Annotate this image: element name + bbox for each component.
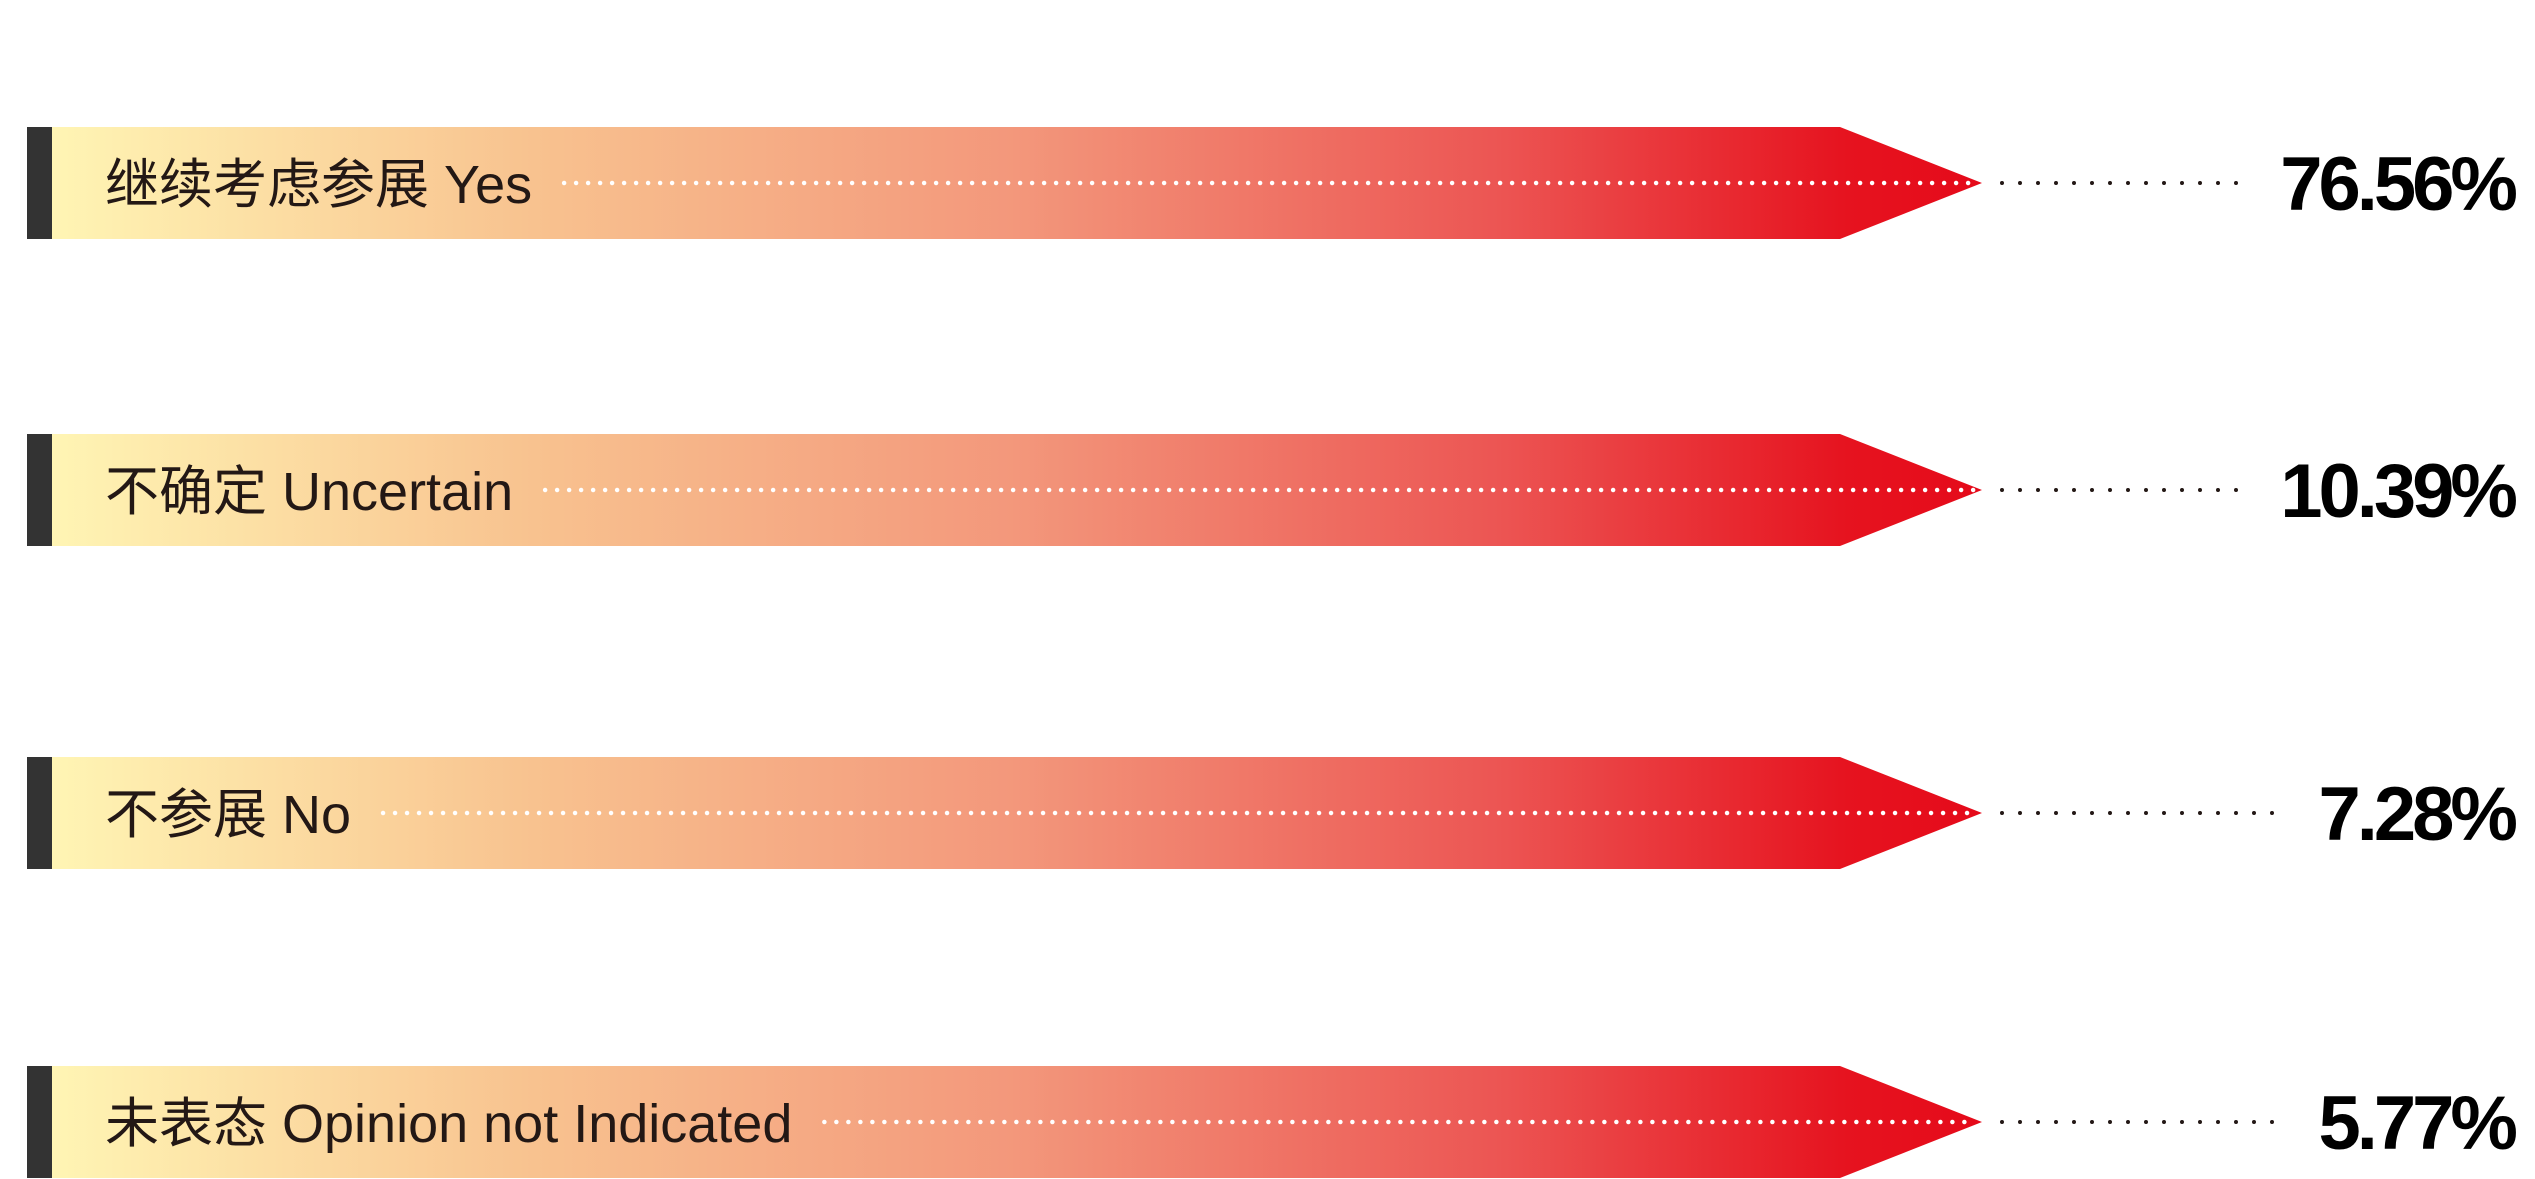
bar: [52, 127, 1982, 239]
bar-row: 不参展 No 7.28%: [27, 757, 2520, 869]
bar-label: 继续考虑参展 Yes: [105, 155, 532, 215]
bar-row: 未表态 Opinion not Indicated 5.77%: [27, 1066, 2520, 1178]
bar-row: 不确定 Uncertain 10.39%: [27, 434, 2520, 546]
value-label: 7.28%: [2319, 772, 2517, 857]
bar-label: 不参展 No: [105, 785, 351, 845]
bar-marker: [27, 127, 52, 239]
bar-marker: [27, 1066, 52, 1178]
bar-row: 继续考虑参展 Yes 76.56%: [27, 127, 2520, 239]
bar-marker: [27, 434, 52, 546]
bar-rows: 继续考虑参展 Yes 76.56% 不确定 Uncertain 10.39% 不参展 N…: [27, 127, 2520, 1178]
bar-marker: [27, 757, 52, 869]
value-label: 5.77%: [2319, 1081, 2517, 1166]
bar-label: 未表态 Opinion not Indicated: [105, 1094, 792, 1154]
value-label: 76.56%: [2280, 142, 2516, 227]
value-label: 10.39%: [2280, 449, 2516, 534]
bar: [52, 434, 1982, 546]
bar-label: 不确定 Uncertain: [105, 462, 513, 522]
